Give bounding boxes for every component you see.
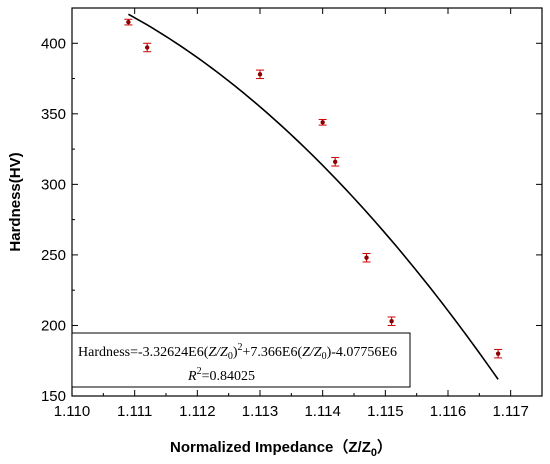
x-axis-title-sub: 0: [371, 447, 377, 459]
data-point: [331, 157, 340, 167]
y-tick-label: 300: [41, 176, 66, 193]
r2-value: =0.84025: [202, 369, 255, 384]
x-tick-label: 1.117: [492, 403, 528, 420]
eq-zz2: Z/Z: [302, 345, 322, 360]
x-tick-label: 1.110: [54, 403, 90, 420]
point-marker: [333, 159, 338, 164]
data-point: [362, 252, 371, 263]
data-point: [143, 42, 152, 53]
data-point: [318, 118, 327, 126]
x-tick-label: 1.112: [179, 403, 215, 420]
x-tick-label: 1.113: [242, 403, 278, 420]
y-tick-label: 350: [41, 106, 66, 123]
point-marker: [495, 351, 501, 356]
eq-sub2: 0: [322, 351, 327, 362]
y-tick-label: 150: [41, 388, 66, 405]
r2-sup: 2: [197, 366, 202, 377]
eq-sup: 2: [238, 342, 243, 353]
x-tick-label: 1.115: [367, 403, 403, 420]
y-tick-label: 200: [41, 317, 66, 334]
x-axis-title: Normalized Impedance（Z/Z0）: [170, 438, 392, 459]
equation-line: Hardness=-3.32624E6(Z/Z0)2+7.366E6(Z/Z0)…: [78, 342, 397, 362]
point-marker: [389, 319, 394, 324]
equation-box: Hardness=-3.32624E6(Z/Z0)2+7.366E6(Z/Z0)…: [71, 332, 411, 388]
equation-frame: [71, 332, 411, 388]
eq-zz1: Z/Z: [208, 345, 228, 360]
data-point: [494, 348, 503, 359]
x-axis-title-main: Normalized Impedance（Z/Z: [170, 438, 371, 456]
eq-part1: Hardness=-3.32624E6(: [78, 345, 209, 360]
x-axis: 1.110 1.111 1.112 1.113 1.114 1.115 1.116 1.117: [54, 8, 543, 420]
point-marker: [145, 45, 150, 50]
point-marker: [364, 255, 369, 260]
point-marker: [257, 72, 263, 77]
eq-sub1: 0: [228, 351, 233, 362]
r-squared: R2=0.84025: [187, 366, 255, 384]
x-tick-label: 1.114: [304, 403, 340, 420]
eq-part4: )-4.07756E6: [327, 345, 397, 360]
data-points: [124, 18, 503, 359]
y-axis-title: Hardness(HV): [7, 152, 24, 251]
x-axis-title-close: ）: [377, 438, 392, 456]
plot-frame: [71, 7, 543, 397]
r2-label: R: [187, 369, 197, 384]
y-tick-label: 250: [41, 247, 66, 264]
x-tick-label: 1.111: [117, 403, 152, 420]
data-point: [256, 69, 264, 80]
eq-part3: +7.366E6(: [243, 345, 303, 360]
point-marker: [320, 120, 325, 125]
fit-curve: [128, 13, 499, 380]
eq-part2: ): [233, 345, 238, 360]
data-point: [124, 18, 133, 26]
point-marker: [126, 19, 131, 25]
x-tick-label: 1.116: [430, 403, 466, 420]
y-tick-label: 400: [41, 35, 66, 52]
data-point: [387, 316, 396, 326]
